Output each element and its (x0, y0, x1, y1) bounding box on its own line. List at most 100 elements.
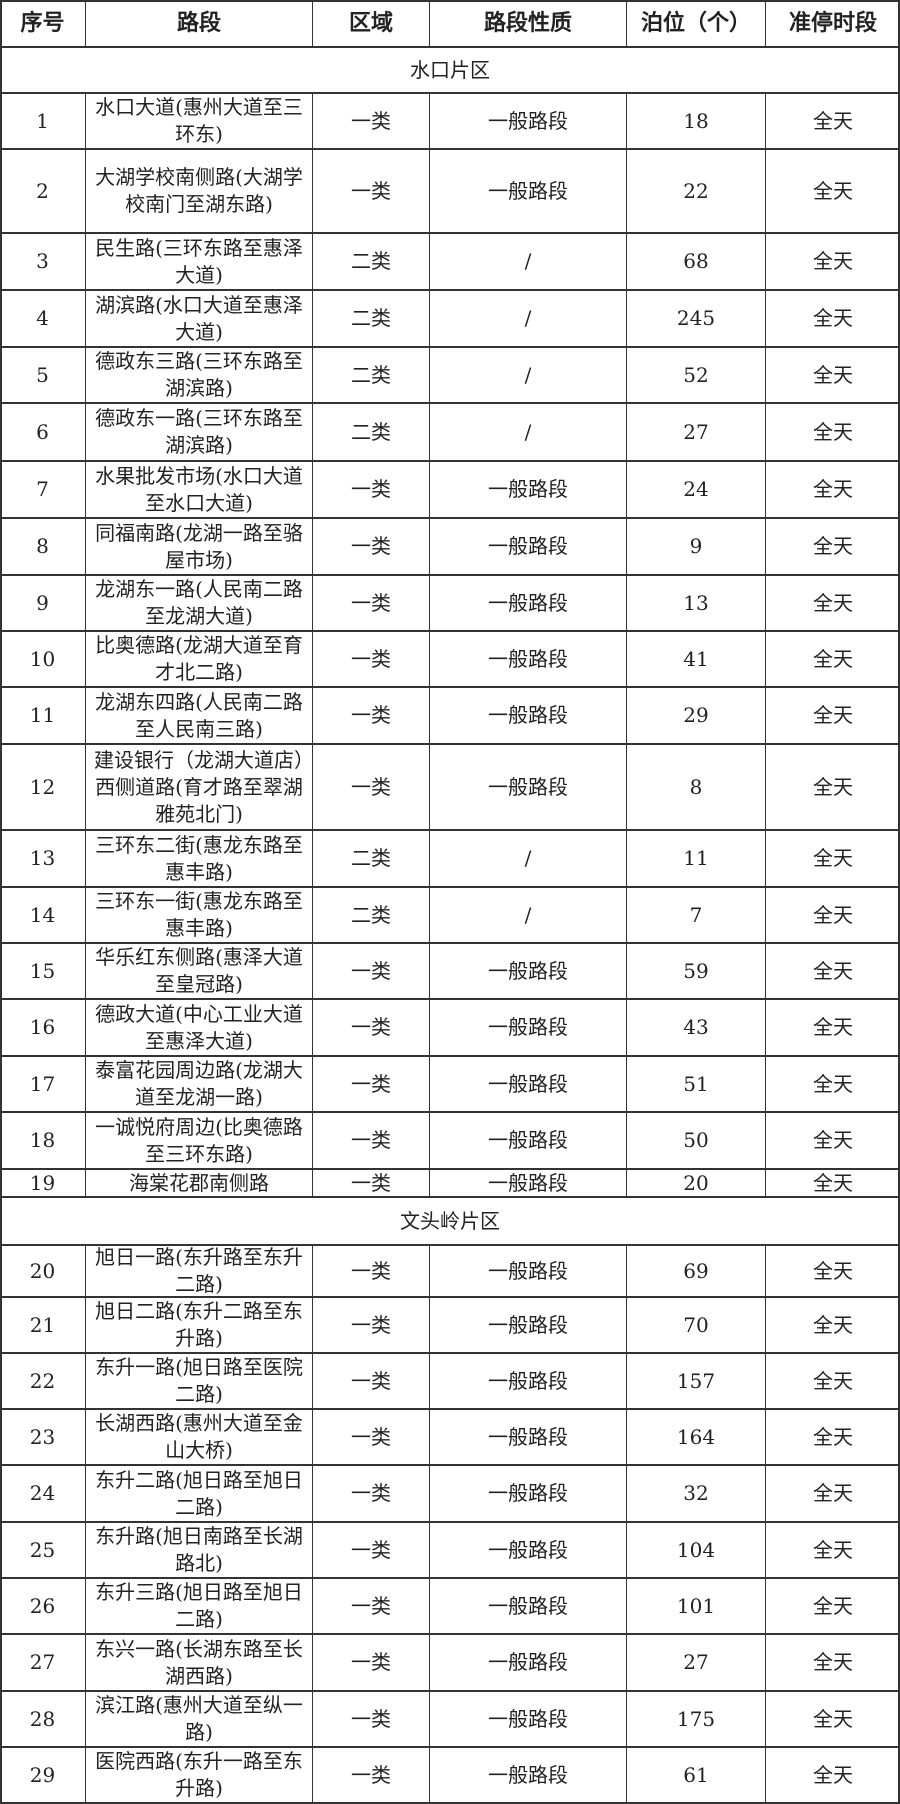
cell-road: 东兴一路(长湖东路至长湖西路) (86, 1635, 313, 1690)
cell-zone: 一类 (313, 944, 430, 998)
cell-index: 7 (0, 462, 86, 517)
cell-road-type: / (430, 888, 627, 942)
cell-zone: 一类 (313, 94, 430, 148)
cell-hours: 全天 (813, 1170, 853, 1195)
cell-road-type: 一般路段 (430, 1170, 627, 1196)
cell-spaces: 18 (627, 94, 766, 148)
cell-road-type: 一般路段 (430, 519, 627, 574)
cell-hours: 全天 (813, 590, 853, 615)
table-row: 27 东兴一路(长湖东路至长湖西路) 一类 一般路段 27 全天 (0, 1635, 900, 1692)
table-row: 10 比奥德路(龙湖大道至育才北二路) 一类 一般路段 41 全天 (0, 632, 900, 688)
table-row: 15 华乐红东侧路(惠泽大道至皇冠路) 一类 一般路段 59 全天 (0, 944, 900, 1000)
cell-hours: 全天 (813, 1312, 853, 1337)
cell-road-type: 一般路段 (430, 1354, 627, 1408)
cell-zone: 一类 (313, 1246, 430, 1296)
cell-zone: 二类 (313, 831, 430, 886)
cell-hours: 全天 (813, 1537, 853, 1562)
cell-zone: 一类 (313, 745, 430, 829)
cell-index: 5 (0, 348, 86, 402)
cell-zone: 一类 (313, 1170, 430, 1196)
table-row: 12 建设银行（龙湖大道店）西侧道路(育才路至翠湖雅苑北门) 一类 一般路段 8 全天 (0, 745, 900, 831)
cell-spaces: 52 (627, 348, 766, 402)
cell-spaces: 157 (627, 1354, 766, 1408)
cell-road: 湖滨路(水口大道至惠泽大道) (86, 291, 313, 346)
cell-zone: 一类 (313, 1466, 430, 1521)
cell-index: 20 (0, 1246, 86, 1296)
cell-road: 龙湖东四路(人民南二路至人民南三路) (86, 688, 313, 743)
cell-zone: 二类 (313, 888, 430, 942)
table-row: 16 德政大道(中心工业大道至惠泽大道) 一类 一般路段 43 全天 (0, 1000, 900, 1057)
cell-spaces: 70 (627, 1298, 766, 1352)
cell-road: 一诚悦府周边(比奥德路至三环东路) (86, 1113, 313, 1168)
cell-road: 民生路(三环东路至惠泽大道) (86, 234, 313, 289)
cell-spaces: 51 (627, 1057, 766, 1111)
cell-hours: 全天 (813, 419, 853, 444)
cell-index: 29 (0, 1748, 86, 1802)
cell-road: 泰富花园周边路(龙湖大道至龙湖一路) (86, 1057, 313, 1111)
table-row: 2 大湖学校南侧路(大湖学校南门至湖东路) 一类 一般路段 22 全天 (0, 150, 900, 234)
cell-spaces: 68 (627, 234, 766, 289)
cell-road: 德政大道(中心工业大道至惠泽大道) (86, 1000, 313, 1055)
cell-road-type: / (430, 348, 627, 402)
cell-road-type: 一般路段 (430, 94, 627, 148)
cell-road-type: 一般路段 (430, 1692, 627, 1746)
cell-road-type: / (430, 234, 627, 289)
cell-zone: 一类 (313, 1113, 430, 1168)
cell-road: 三环东二街(惠龙东路至惠丰路) (86, 831, 313, 886)
cell-road: 旭日一路(东升路至东升二路) (86, 1246, 313, 1296)
cell-hours: 全天 (813, 1128, 853, 1152)
cell-zone: 一类 (313, 1579, 430, 1633)
cell-hours: 全天 (813, 362, 853, 387)
table-row: 14 三环东一街(惠龙东路至惠丰路) 二类/7 全天 (0, 888, 900, 944)
cell-hours: 全天 (813, 1015, 853, 1039)
cell-road: 东升三路(旭日路至旭日二路) (86, 1579, 313, 1633)
cell-zone: 一类 (313, 1298, 430, 1352)
table-row: 20 旭日一路(东升路至东升二路) 一类 一般路段 69 全天 (0, 1246, 900, 1298)
cell-road-type: 一般路段 (430, 1410, 627, 1464)
cell-road-type: 一般路段 (430, 150, 627, 232)
cell-index: 23 (0, 1410, 86, 1464)
cell-road: 同福南路(龙湖一路至骆屋市场) (86, 519, 313, 574)
cell-index: 22 (0, 1354, 86, 1408)
cell-hours: 全天 (813, 646, 853, 671)
cell-road: 医院西路(东升一路至东升路) (86, 1748, 313, 1802)
cell-index: 6 (0, 404, 86, 460)
cell-zone: 二类 (313, 348, 430, 402)
header-road: 路段 (86, 0, 313, 46)
cell-index: 18 (0, 1113, 86, 1168)
cell-index: 17 (0, 1057, 86, 1111)
cell-road: 水果批发市场(水口大道至水口大道) (86, 462, 313, 517)
header-spaces: 泊位（个） (627, 0, 766, 46)
cell-road-type: 一般路段 (430, 576, 627, 630)
cell-hours: 全天 (813, 249, 853, 273)
cell-road: 三环东一街(惠龙东路至惠丰路) (86, 888, 313, 942)
cell-road: 德政东三路(三环东路至湖滨路) (86, 348, 313, 402)
cell-index: 24 (0, 1466, 86, 1521)
cell-road: 比奥德路(龙湖大道至育才北二路) (86, 632, 313, 686)
table-row: 26 东升三路(旭日路至旭日二路) 一类 一般路段 101 全天 (0, 1579, 900, 1635)
cell-road-type: / (430, 291, 627, 346)
cell-hours: 全天 (813, 108, 853, 133)
cell-road-type: 一般路段 (430, 1579, 627, 1633)
cell-index: 28 (0, 1692, 86, 1746)
cell-index: 1 (0, 94, 86, 148)
cell-zone: 一类 (313, 1635, 430, 1690)
cell-index: 13 (0, 831, 86, 886)
cell-road-type: / (430, 404, 627, 460)
cell-zone: 一类 (313, 1000, 430, 1055)
cell-hours: 全天 (813, 1424, 853, 1449)
cell-road-type: 一般路段 (430, 1298, 627, 1352)
section-header: 水口片区 (0, 48, 900, 94)
cell-hours: 全天 (813, 1368, 853, 1393)
cell-index: 4 (0, 291, 86, 346)
cell-spaces: 61 (627, 1748, 766, 1802)
cell-road-type: 一般路段 (430, 1246, 627, 1296)
cell-road-type: 一般路段 (430, 1000, 627, 1055)
cell-spaces: 9 (627, 519, 766, 574)
cell-zone: 一类 (313, 1057, 430, 1111)
cell-index: 27 (0, 1635, 86, 1690)
cell-index: 3 (0, 234, 86, 289)
cell-spaces: 27 (627, 1635, 766, 1690)
table-header: 序号 路段 区域 路段性质 泊位（个） 准停时段 (0, 0, 900, 48)
